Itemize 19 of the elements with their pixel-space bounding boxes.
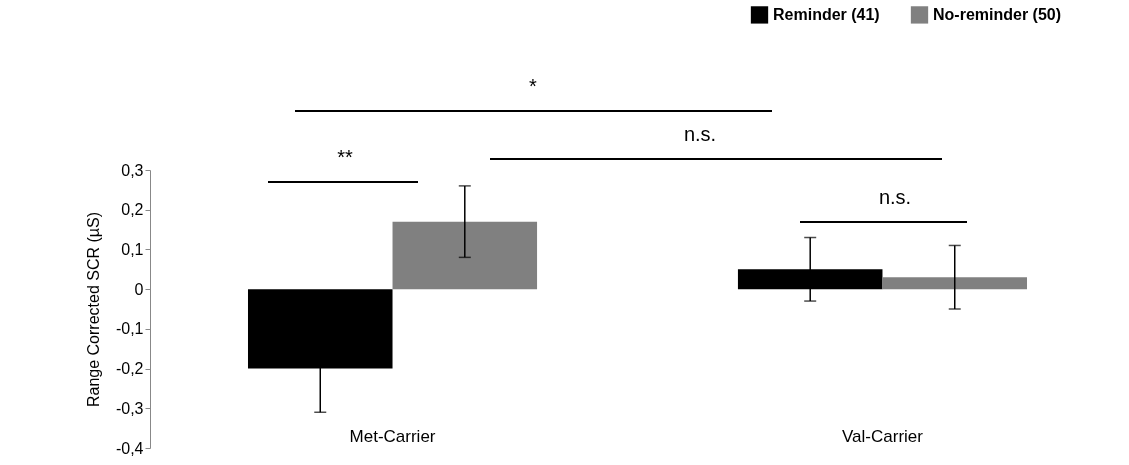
y-tick-label: 0,3 bbox=[121, 161, 144, 179]
annotation: n.s. bbox=[878, 186, 912, 208]
y-tick-label: 0 bbox=[134, 280, 144, 298]
x-tick-label: Met-Carrier bbox=[349, 426, 436, 446]
y-tick-label: 0,1 bbox=[121, 240, 144, 258]
bar bbox=[882, 277, 1028, 290]
y-tick-label: -0,1 bbox=[115, 320, 144, 338]
text: ** bbox=[337, 146, 353, 168]
y-tick-label: -0,4 bbox=[115, 439, 144, 457]
y-axis-title: Range Corrected SCR (µS) bbox=[84, 211, 102, 408]
legend-label: Reminder (41) bbox=[773, 5, 880, 23]
y-tick-label: -0,2 bbox=[115, 360, 144, 378]
legend-label: No-reminder (50) bbox=[933, 5, 1062, 23]
y-tick-label: 0,2 bbox=[121, 201, 144, 219]
text: n.s. bbox=[683, 123, 717, 145]
x-tick-label: Val-Carrier bbox=[842, 426, 924, 446]
bar bbox=[392, 221, 538, 290]
text: * bbox=[529, 75, 538, 97]
y-tick-label: -0,3 bbox=[115, 399, 144, 417]
